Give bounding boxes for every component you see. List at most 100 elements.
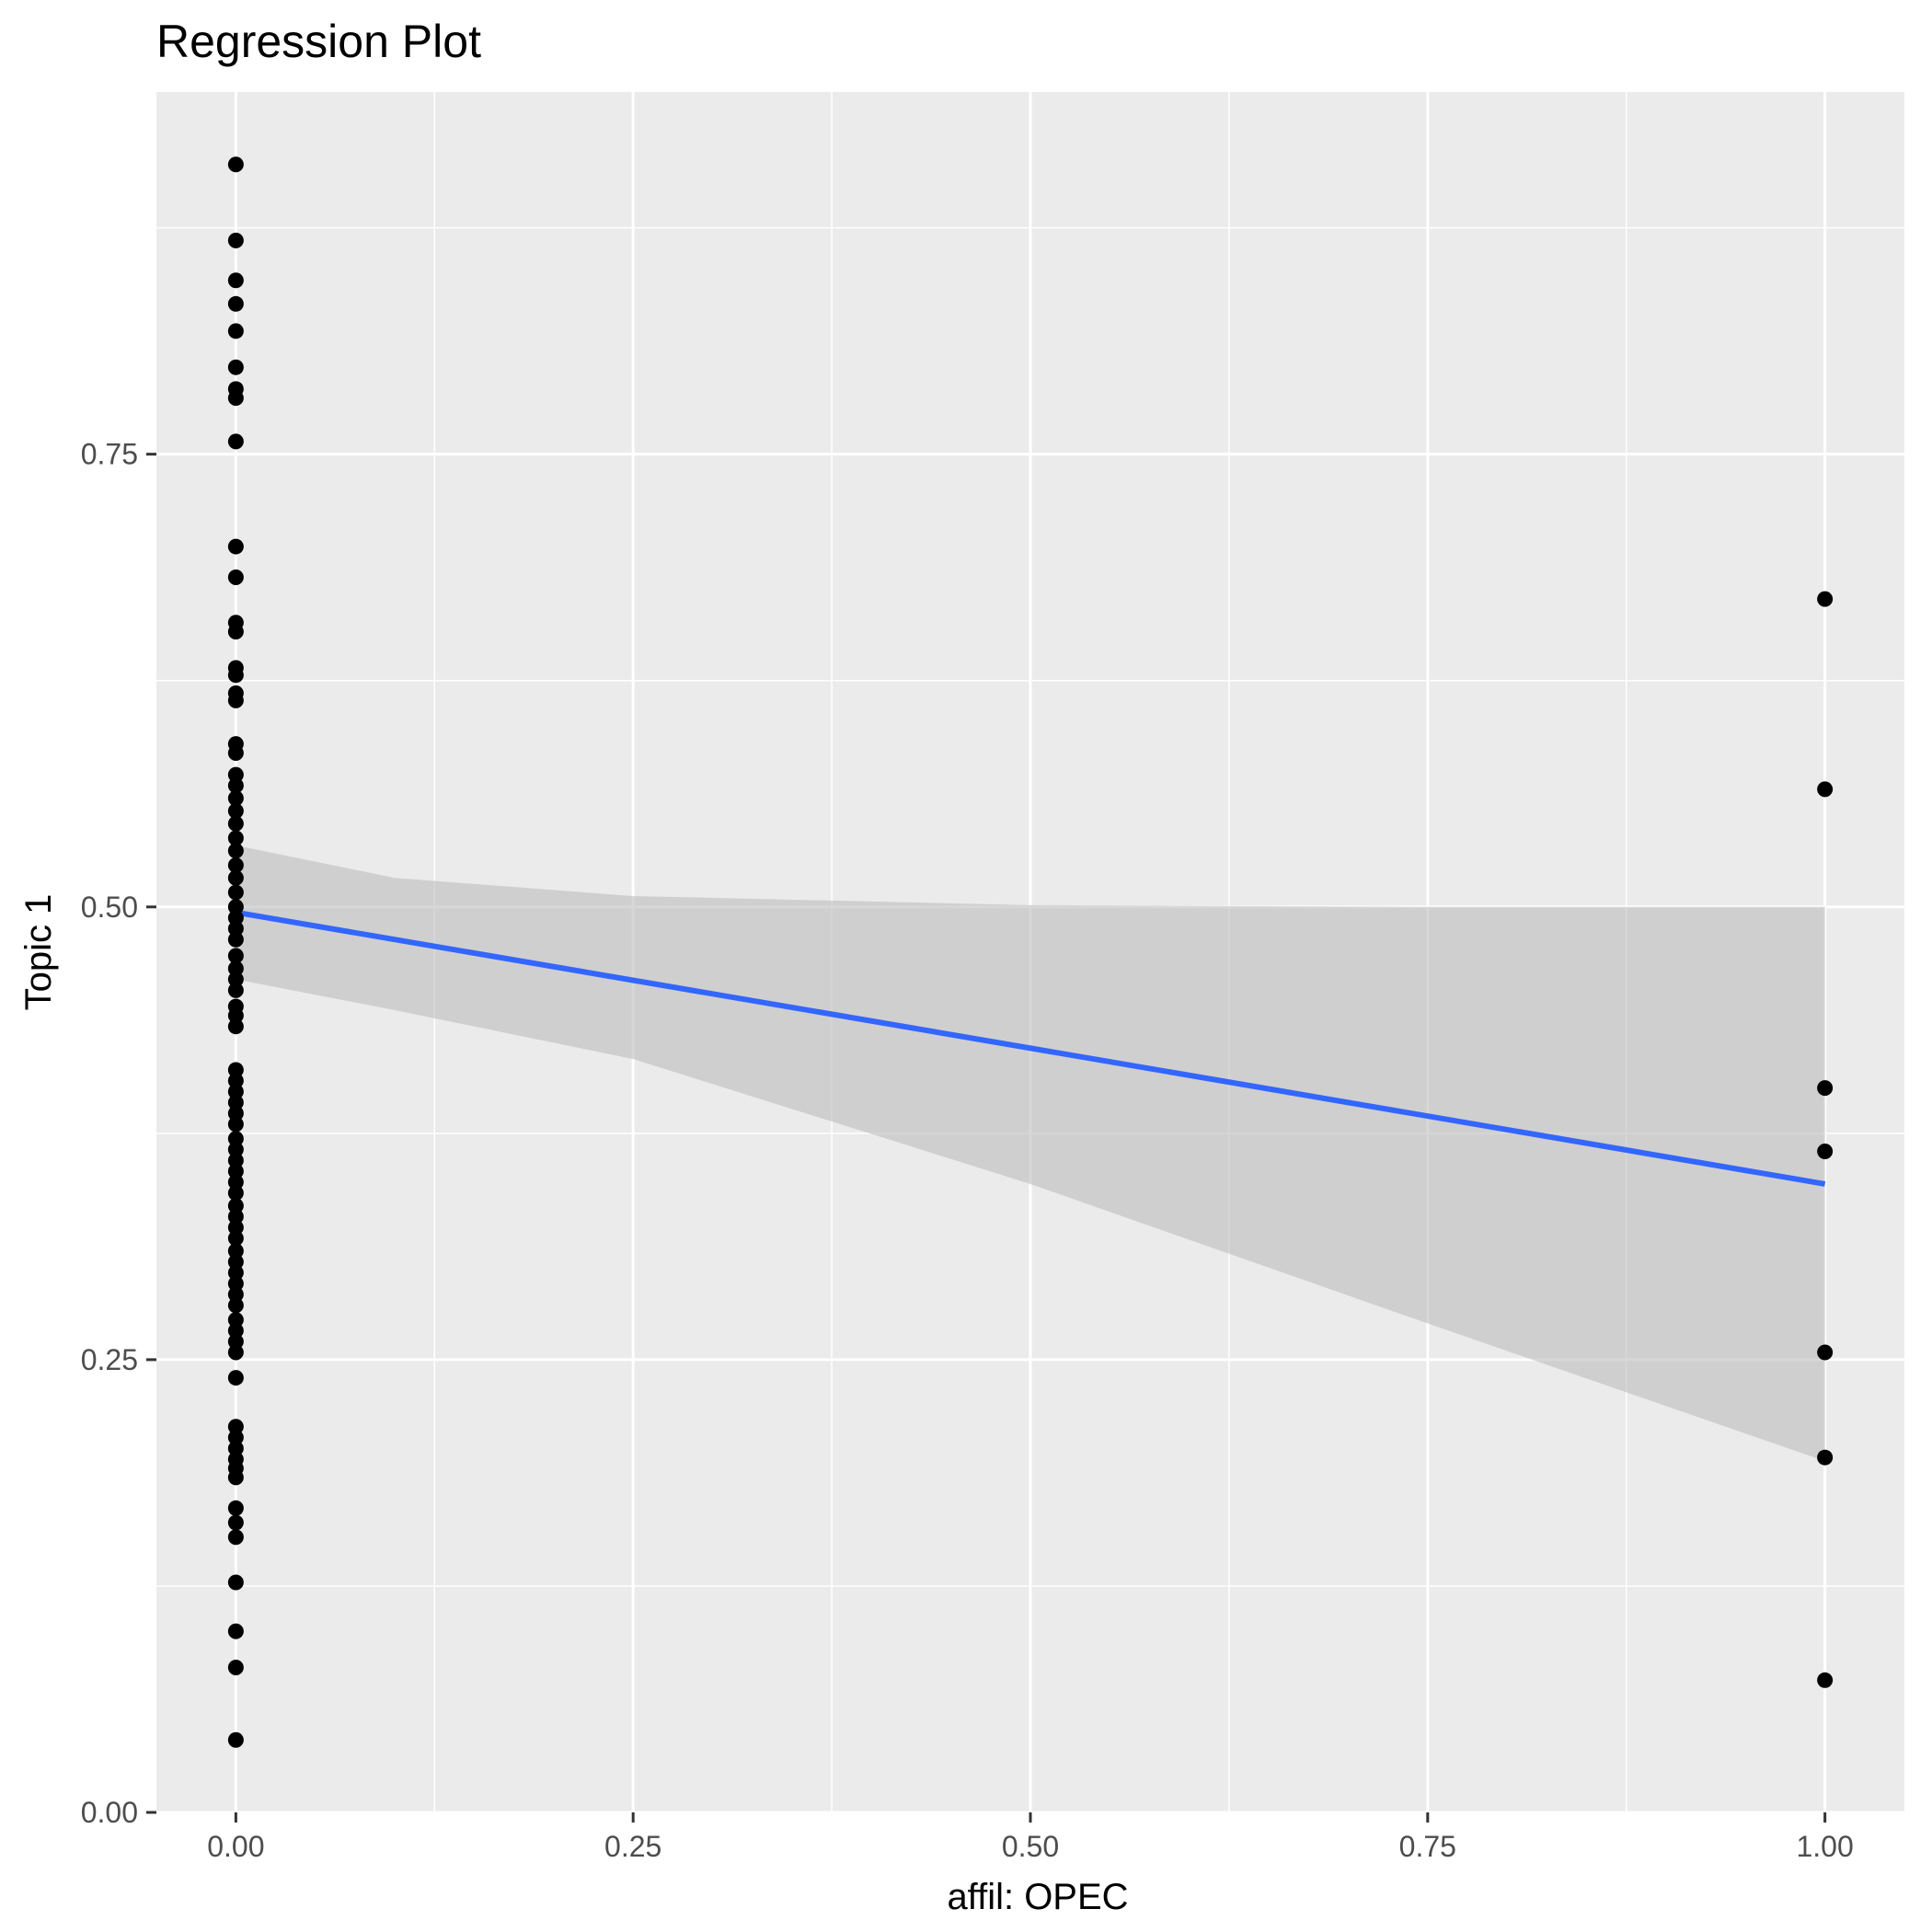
data-point [227, 1152, 244, 1168]
data-point [227, 1440, 244, 1456]
data-point [227, 1094, 244, 1110]
data-point [227, 1312, 244, 1328]
data-point [227, 843, 244, 859]
data-point [227, 744, 244, 761]
data-point [227, 1370, 244, 1386]
data-point [227, 538, 244, 555]
data-point [227, 1731, 244, 1748]
data-point [227, 624, 244, 640]
data-point [227, 815, 244, 832]
y-axis-title: Topic 1 [18, 894, 59, 1011]
data-point [227, 390, 244, 407]
data-point [227, 569, 244, 586]
data-point [227, 156, 244, 173]
data-point [1817, 1449, 1834, 1466]
regression-line-layer [235, 909, 1826, 1187]
data-point [227, 802, 244, 819]
data-point [227, 1007, 244, 1024]
data-point [227, 1208, 244, 1225]
y-tick-label: 0.00 [81, 1796, 138, 1829]
data-point [227, 1073, 244, 1089]
x-tick-label: 0.75 [1399, 1830, 1456, 1863]
data-point [1817, 1344, 1834, 1361]
data-point [227, 323, 244, 339]
data-point [1817, 1080, 1834, 1097]
confidence-band-layer [236, 845, 1825, 1462]
data-point [227, 1275, 244, 1292]
data-point [227, 1344, 244, 1361]
data-point [227, 1514, 244, 1531]
data-point [227, 869, 244, 886]
data-point [227, 1623, 244, 1639]
x-axis-title: affil: OPEC [947, 1877, 1128, 1917]
data-point [227, 359, 244, 375]
data-point [227, 972, 244, 988]
data-point [227, 1264, 244, 1281]
regression-line [235, 909, 1826, 1187]
y-tick-label: 0.75 [81, 438, 138, 471]
data-point [1817, 1672, 1834, 1688]
data-point [227, 790, 244, 807]
data-point [227, 295, 244, 312]
data-point [227, 931, 244, 948]
data-point [227, 960, 244, 977]
data-point [227, 1142, 244, 1158]
data-point [227, 857, 244, 874]
data-point [227, 1322, 244, 1339]
x-axis-ticks: 0.00 0.25 0.50 0.75 1.00 [207, 1812, 1854, 1863]
data-point [227, 232, 244, 248]
y-tick-label: 0.50 [81, 891, 138, 924]
x-tick-label: 0.50 [1002, 1830, 1059, 1863]
data-point [227, 920, 244, 937]
data-points-layer [227, 156, 1834, 1748]
data-point [227, 667, 244, 684]
data-point [227, 1333, 244, 1350]
data-point [227, 1185, 244, 1202]
data-point [227, 1243, 244, 1259]
data-point [227, 1574, 244, 1591]
data-point [227, 1105, 244, 1121]
data-point [227, 1297, 244, 1314]
data-point [227, 1116, 244, 1133]
data-point [227, 1198, 244, 1214]
data-point [227, 899, 244, 915]
data-point [1817, 1144, 1834, 1160]
y-axis-ticks: 0.00 0.25 0.50 0.75 [81, 438, 156, 1829]
confidence-band [236, 845, 1825, 1462]
data-point [227, 1529, 244, 1546]
data-point [227, 1174, 244, 1190]
data-point [227, 272, 244, 289]
data-point [227, 830, 244, 846]
data-point [227, 1131, 244, 1147]
data-point [1817, 781, 1834, 798]
data-point [227, 1254, 244, 1271]
data-point [227, 433, 244, 450]
x-tick-label: 1.00 [1796, 1830, 1853, 1863]
data-point [227, 884, 244, 901]
data-point [227, 777, 244, 794]
data-point [227, 982, 244, 998]
x-tick-label: 0.00 [207, 1830, 264, 1863]
x-tick-label: 0.25 [604, 1830, 661, 1863]
data-point [227, 910, 244, 926]
data-point [227, 1084, 244, 1100]
data-point [227, 1430, 244, 1446]
data-point [227, 1230, 244, 1247]
data-point [227, 948, 244, 964]
data-point [227, 1419, 244, 1435]
data-point [1817, 591, 1834, 607]
y-tick-label: 0.25 [81, 1343, 138, 1376]
data-point [227, 1219, 244, 1236]
data-point [227, 1286, 244, 1303]
data-point [227, 766, 244, 783]
data-point [227, 1018, 244, 1035]
data-point [227, 1163, 244, 1179]
chart-title: Regression Plot [156, 16, 481, 67]
data-point [227, 692, 244, 708]
data-point [227, 1469, 244, 1486]
data-point [227, 1660, 244, 1676]
data-point [227, 1500, 244, 1516]
data-point [227, 1062, 244, 1078]
